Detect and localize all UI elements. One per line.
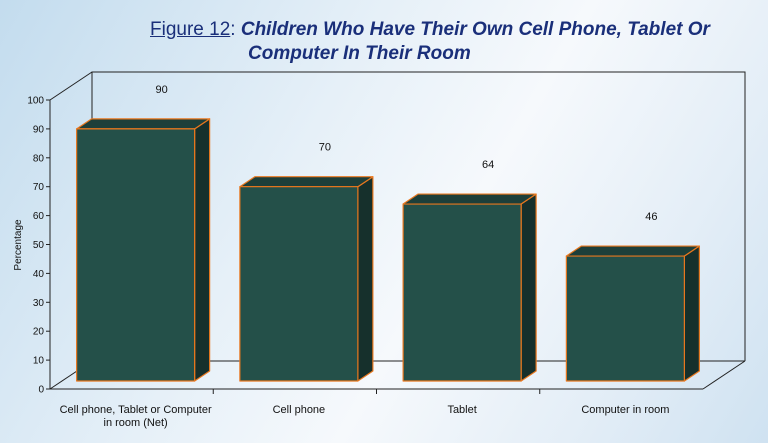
floor-right-edge [702, 360, 746, 390]
y-tick-label: 50 [33, 240, 45, 251]
y-tick-label: 60 [33, 211, 45, 222]
title-separator: : [230, 19, 241, 40]
wall-top-edge [49, 71, 93, 101]
bar [76, 128, 196, 382]
x-category-label: Tablet [447, 404, 476, 416]
x-category-label: Computer in room [581, 404, 669, 416]
y-tick-label: 30 [33, 298, 45, 309]
bar [239, 186, 359, 382]
bar-top [565, 245, 700, 257]
bar [565, 255, 685, 382]
title-line-2: Computer In Their Room [248, 43, 471, 64]
figure-label: Figure 12 [150, 19, 231, 40]
y-tick-label: 100 [27, 96, 44, 107]
bar-side [683, 245, 700, 382]
y-tick-label: 20 [33, 327, 45, 338]
data-label: 70 [319, 142, 331, 154]
data-label: 46 [645, 211, 657, 223]
data-label: 64 [482, 159, 494, 171]
bar [402, 203, 522, 382]
bar-top [76, 118, 211, 130]
y-tick-label: 10 [33, 356, 45, 367]
x-category-label: Cell phone, Tablet or Computer [60, 404, 212, 416]
bar-side [194, 118, 211, 382]
data-label: 90 [156, 84, 168, 96]
chart-title: Figure 12: Children Who Have Their Own C… [150, 18, 710, 66]
y-tick-label: 90 [33, 124, 45, 135]
x-category-label: in room (Net) [104, 417, 168, 429]
bar-top [402, 193, 537, 205]
y-tick-label: 40 [33, 269, 45, 280]
title-line-1: Children Who Have Their Own Cell Phone, … [240, 19, 710, 40]
y-tick-label: 0 [38, 385, 44, 396]
bar-top [239, 176, 374, 188]
y-axis-label: Percentage [13, 219, 24, 271]
x-category-label: Cell phone [273, 404, 326, 416]
bar-side [520, 193, 537, 382]
bar-side [357, 176, 374, 382]
y-tick-label: 80 [33, 153, 45, 164]
y-tick-label: 70 [33, 182, 45, 193]
